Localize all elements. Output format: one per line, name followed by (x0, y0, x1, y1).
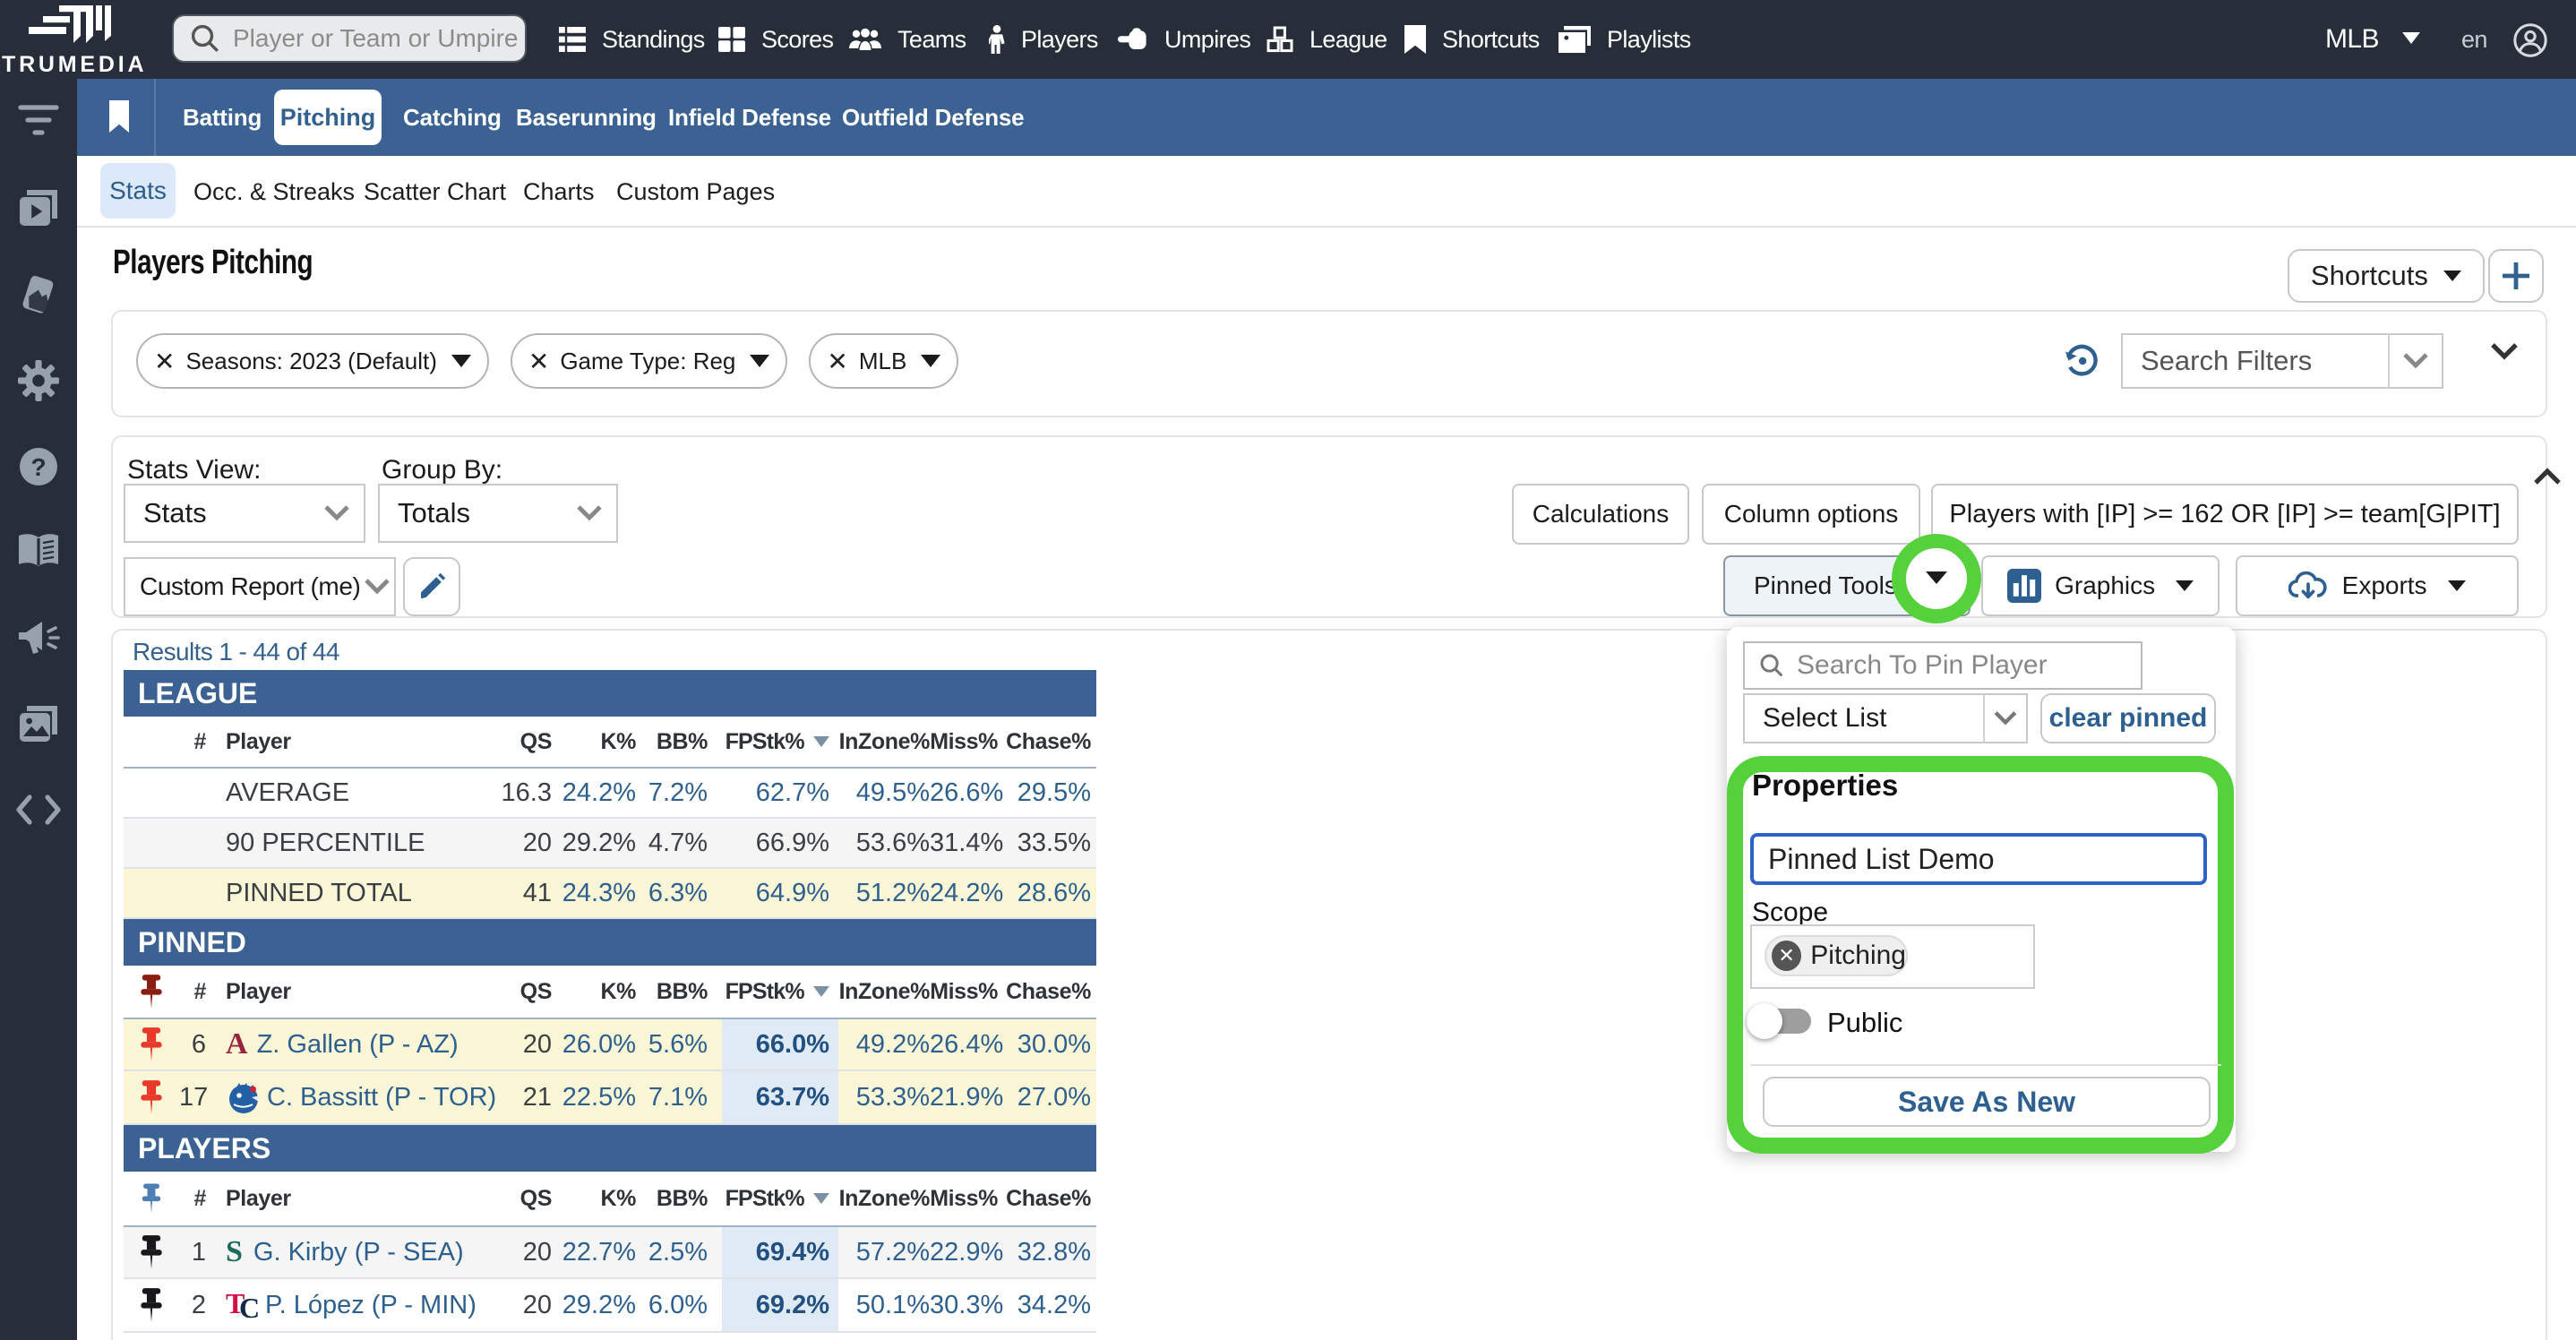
svg-text:C: C (239, 1292, 260, 1321)
svg-text:?: ? (30, 453, 46, 481)
svg-text:T: T (226, 1289, 245, 1319)
